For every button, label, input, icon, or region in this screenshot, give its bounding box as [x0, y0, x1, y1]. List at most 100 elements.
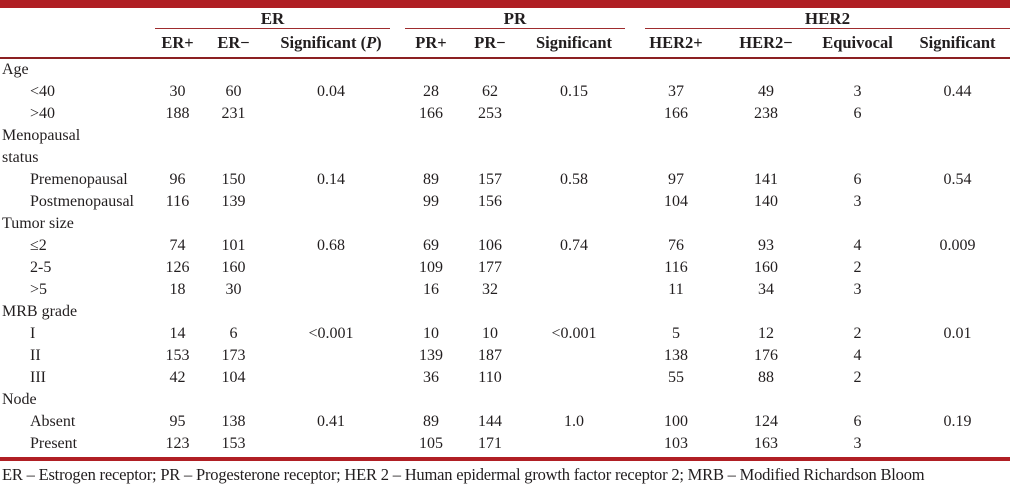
- cell-er_pos: 188: [165, 105, 190, 122]
- cell-pr_pos: 105: [419, 435, 443, 452]
- cell-her2_neg: [722, 389, 810, 411]
- cell-er_sig: [262, 345, 400, 367]
- group-header-row: ER PR HER2: [0, 8, 1010, 59]
- table-row: ≤2 74 101 0.68 69 106 0.74 76 93 4 0.009: [0, 235, 1010, 257]
- cell-pr_neg: 171: [478, 435, 502, 452]
- col-er-neg: ER−: [205, 29, 262, 59]
- cell-pr_pos: 109: [419, 259, 443, 276]
- cell-pr_sig: <0.001: [551, 325, 597, 342]
- table-row: 2-5 126 160 109 177 116 160 2: [0, 257, 1010, 279]
- cell-pr_sig: [518, 58, 630, 81]
- cell-her2_sig: [905, 345, 1010, 367]
- cell-her2_neg: [722, 58, 810, 81]
- cell-her2_neg: 163: [754, 435, 778, 452]
- cell-pr_neg: 10: [482, 325, 498, 342]
- cell-er_sig: [262, 301, 400, 323]
- cell-pr_pos: 166: [419, 105, 443, 122]
- cell-pr_sig: [518, 213, 630, 235]
- cell-er_pos: 74: [169, 237, 186, 254]
- cell-equivocal: 3: [853, 281, 862, 298]
- column-header-row: ER+ ER− Significant (P) PR+ PR− Signific…: [0, 29, 1010, 59]
- cell-er_neg: 104: [221, 369, 246, 386]
- cell-pr_pos: [400, 389, 462, 411]
- row-label: Postmenopausal: [30, 193, 134, 210]
- cell-pr_neg: [462, 213, 518, 235]
- er-group-label: ER: [155, 9, 390, 29]
- cell-er_pos: 123: [165, 435, 190, 452]
- cell-her2_pos: 11: [668, 281, 684, 298]
- row-group-label: MRB grade: [2, 303, 78, 320]
- pr-group-header: PR: [400, 8, 630, 29]
- cell-pr_pos: 99: [423, 193, 439, 210]
- corner-cell: [0, 8, 150, 59]
- cell-pr_neg: 62: [482, 83, 498, 100]
- row-group-label: Age: [2, 61, 29, 78]
- cell-er_pos: 95: [169, 413, 186, 430]
- cell-her2_sig: [905, 301, 1010, 323]
- cell-her2_pos: 37: [668, 83, 684, 100]
- cell-pr_neg: 106: [478, 237, 502, 254]
- cell-pr_pos: 36: [423, 369, 439, 386]
- cell-pr_pos: [400, 301, 462, 323]
- table-row: Postmenopausal 116 139 99 156 104 140 3: [0, 191, 1010, 213]
- cell-pr_sig: [518, 389, 630, 411]
- cell-er_neg: [205, 125, 262, 169]
- cell-her2_neg: 49: [758, 83, 774, 100]
- cell-equivocal: 4: [853, 347, 862, 364]
- cell-er_neg: 30: [225, 281, 242, 298]
- cell-er_neg: 6: [229, 325, 238, 342]
- cell-pr_sig: 0.58: [560, 171, 588, 188]
- cell-her2_pos: 103: [664, 435, 688, 452]
- table-row: I 14 6 <0.001 10 10 <0.001 5 12 2 0.01: [0, 323, 1010, 345]
- cell-pr_pos: [400, 125, 462, 169]
- table-body: Age <40 30 60 0.04 28 62 0.15 37 49 3 0.44 >40 188 231…: [0, 58, 1010, 455]
- cell-er_neg: [205, 213, 262, 235]
- cell-er_pos: [150, 389, 205, 411]
- cell-pr_neg: 187: [478, 347, 502, 364]
- table-row: <40 30 60 0.04 28 62 0.15 37 49 3 0.44: [0, 81, 1010, 103]
- cell-equivocal: [810, 58, 905, 81]
- er-group-header: ER: [150, 8, 400, 29]
- cell-er_sig: 0.41: [317, 413, 345, 430]
- table-row: Present 123 153 105 171 103 163 3: [0, 433, 1010, 455]
- cell-her2_pos: 55: [668, 369, 684, 386]
- row-label: I: [30, 325, 36, 342]
- cell-equivocal: 3: [853, 83, 862, 100]
- cell-pr_pos: 89: [423, 413, 439, 430]
- cell-her2_neg: 124: [754, 413, 778, 430]
- cell-equivocal: [810, 389, 905, 411]
- cell-pr_neg: 32: [482, 281, 498, 298]
- row-label: ≤2: [30, 237, 47, 254]
- cell-er_sig: 0.14: [317, 171, 345, 188]
- cell-pr_pos: [400, 58, 462, 81]
- cell-er_sig: [262, 58, 400, 81]
- cell-her2_neg: 88: [758, 369, 774, 386]
- cell-her2_pos: [630, 213, 722, 235]
- cell-er_pos: 30: [169, 83, 186, 100]
- cell-her2_sig: 0.009: [939, 237, 976, 254]
- cell-her2_sig: [905, 279, 1010, 301]
- cell-equivocal: 3: [853, 193, 862, 210]
- cell-er_neg: [205, 58, 262, 81]
- cell-pr_pos: 10: [423, 325, 439, 342]
- cell-er_neg: [205, 389, 262, 411]
- cell-her2_neg: 140: [754, 193, 778, 210]
- cell-pr_neg: [462, 125, 518, 169]
- cell-equivocal: 2: [853, 325, 862, 342]
- cell-er_pos: 153: [165, 347, 190, 364]
- col-pr-significant: Significant: [518, 29, 630, 59]
- cell-er_neg: 173: [221, 347, 246, 364]
- table-row: >40 188 231 166 253 166 238 6: [0, 103, 1010, 125]
- cell-pr_sig: [518, 125, 630, 169]
- cell-her2_neg: 238: [754, 105, 778, 122]
- table-row: II 153 173 139 187 138 176 4: [0, 345, 1010, 367]
- table-footnote: ER – Estrogen receptor; PR – Progesteron…: [2, 465, 925, 484]
- cell-her2_neg: [722, 213, 810, 235]
- cell-her2_pos: 166: [664, 105, 688, 122]
- cell-her2_sig: [905, 213, 1010, 235]
- table-row: Age: [0, 58, 1010, 81]
- cell-equivocal: 6: [853, 171, 862, 188]
- cell-er_sig: 0.04: [317, 83, 345, 100]
- cell-pr_sig: [518, 367, 630, 389]
- col-her2-neg: HER2−: [722, 29, 810, 59]
